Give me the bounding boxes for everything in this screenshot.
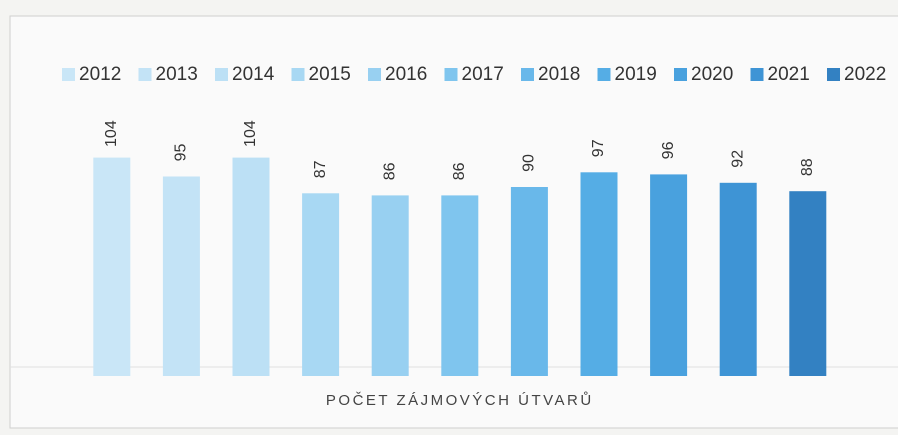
bar — [650, 174, 688, 376]
legend-label: 2018 — [538, 64, 580, 85]
legend-swatch — [138, 68, 152, 81]
legend-label: 2013 — [156, 64, 198, 85]
legend-swatch — [215, 68, 228, 81]
bar — [371, 195, 409, 376]
legend-label: 2012 — [79, 64, 121, 85]
legend-swatch — [750, 68, 764, 81]
legend-label: 2019 — [615, 64, 657, 85]
legend-swatch — [674, 68, 687, 81]
value-label: 87 — [312, 160, 329, 178]
x-tick-label: POČET ZÁJMOVÝCH ÚTVARŮ — [326, 391, 594, 409]
bar — [510, 187, 548, 376]
legend-label: 2022 — [844, 64, 886, 85]
legend-label: 2021 — [768, 64, 810, 85]
value-label: 92 — [729, 150, 746, 168]
legend-swatch — [368, 68, 381, 81]
value-label: 104 — [103, 120, 120, 147]
legend-label: 2017 — [462, 64, 504, 85]
legend-swatch — [62, 68, 75, 81]
value-label: 97 — [590, 139, 607, 157]
bar — [232, 157, 270, 376]
value-label: 86 — [451, 162, 468, 180]
legend-label: 2016 — [385, 64, 427, 85]
legend-swatch — [827, 68, 840, 81]
value-label: 86 — [381, 162, 398, 180]
legend-label: 2014 — [232, 64, 275, 85]
legend-swatch — [291, 68, 305, 81]
legend-label: 2015 — [309, 64, 351, 85]
bar — [580, 172, 618, 376]
value-label: 90 — [521, 154, 538, 172]
legend-label: 2020 — [691, 64, 733, 85]
bar — [162, 176, 200, 376]
legend-swatch — [444, 68, 458, 81]
legend-swatch — [597, 68, 611, 81]
value-label: 88 — [799, 158, 816, 176]
bar — [93, 157, 131, 376]
bar — [789, 191, 827, 376]
value-label: 104 — [242, 120, 259, 147]
bar — [441, 195, 479, 376]
legend-swatch — [521, 68, 534, 81]
bar — [719, 182, 757, 376]
value-label: 96 — [660, 141, 677, 159]
value-label: 95 — [173, 144, 190, 162]
bar — [302, 193, 340, 376]
